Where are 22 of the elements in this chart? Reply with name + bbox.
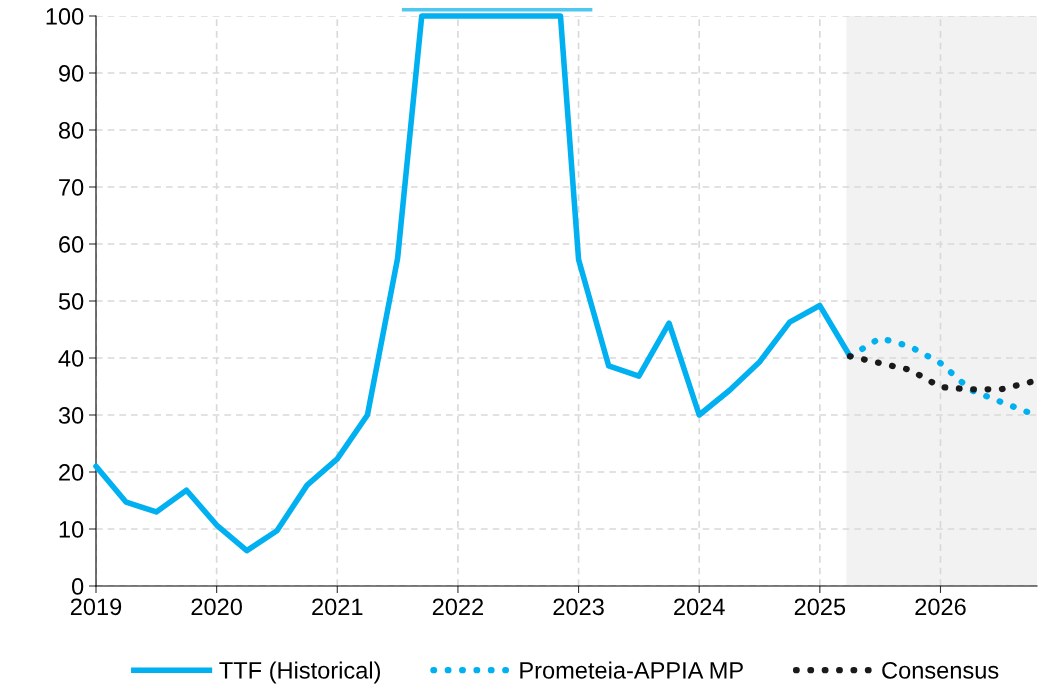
y-tick-label: 90 bbox=[59, 65, 84, 82]
legend-label: Prometeia-APPIA MP bbox=[520, 661, 743, 679]
y-tick-label: 100 bbox=[46, 8, 84, 25]
x-tick-label: 2021 bbox=[312, 598, 363, 616]
x-tick-label: 2026 bbox=[915, 598, 966, 616]
y-tick-label: 70 bbox=[59, 179, 84, 196]
x-tick-label: 2023 bbox=[553, 598, 604, 616]
y-tick-label: 40 bbox=[58, 350, 84, 367]
y-tick-label: 0 bbox=[71, 578, 84, 595]
legend-label: TTF (Historical) bbox=[219, 661, 380, 684]
y-tick-label: 50 bbox=[58, 293, 84, 310]
x-tick-label: 2025 bbox=[794, 598, 846, 616]
y-tick-label: 20 bbox=[59, 464, 84, 481]
y-tick-label: 10 bbox=[59, 521, 84, 538]
y-tick-label: 30 bbox=[58, 407, 84, 424]
legend-label: Consensus bbox=[882, 662, 999, 679]
y-tick-label: 60 bbox=[59, 236, 84, 253]
y-tick-label: 80 bbox=[58, 122, 84, 139]
x-tick-label: 2020 bbox=[191, 598, 242, 616]
x-tick-label: 2024 bbox=[674, 598, 725, 616]
x-tick-label: 2019 bbox=[70, 598, 122, 616]
x-tick-label: 2022 bbox=[432, 598, 483, 616]
